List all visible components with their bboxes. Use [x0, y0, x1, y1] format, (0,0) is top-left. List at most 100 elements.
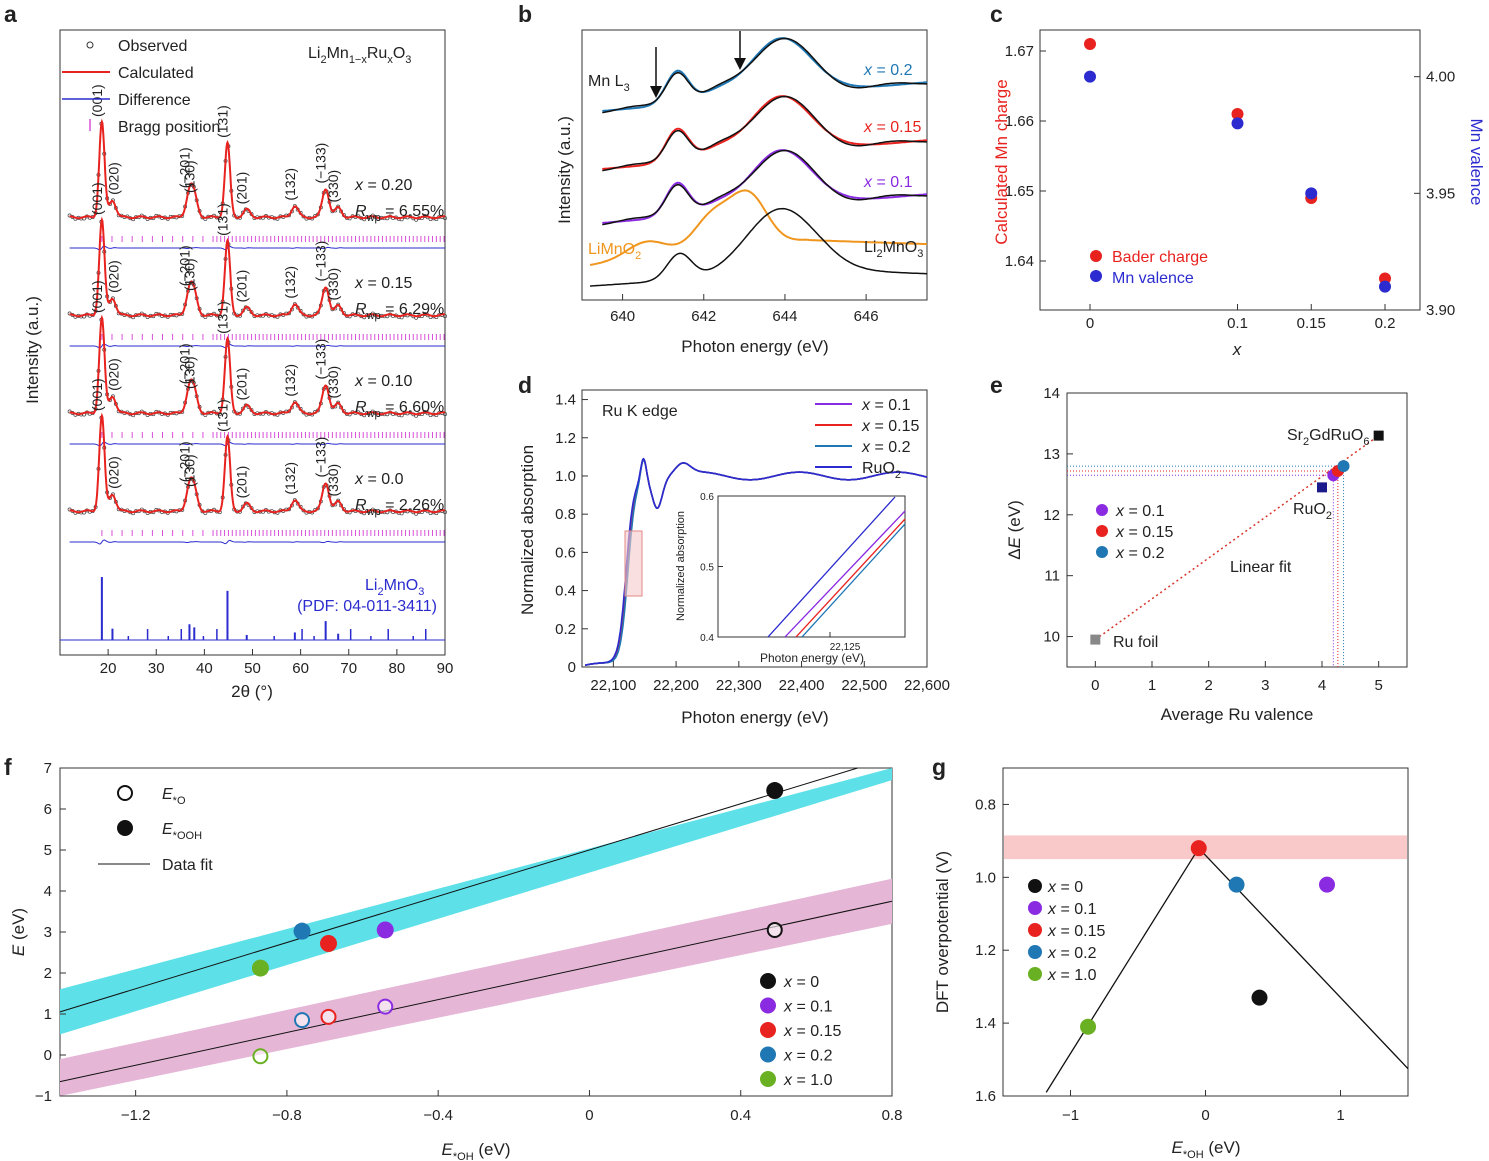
e-ytick-label: 10 [1043, 629, 1060, 646]
d-legend-label: RuO2 [862, 460, 901, 481]
c-bader-point [1231, 108, 1244, 120]
c-ytick-right-label: 4.00 [1426, 69, 1455, 86]
panel-c-xlabel: x [1232, 340, 1242, 359]
e-legend-label: x = 0.1 [1115, 503, 1165, 520]
a-hkl-label: (132) [282, 266, 298, 299]
d-inset-line [801, 523, 906, 638]
a-calculated-line [69, 314, 446, 416]
a-xtick-label: 20 [100, 660, 117, 677]
panel-label-b: b [518, 1, 532, 27]
panel-a-ref-name: Li2MnO3 [365, 577, 424, 598]
d-xtick-label: 22,300 [716, 677, 762, 694]
a-hkl-label: (−133) [313, 339, 329, 380]
a-hkl-label: (330) [325, 170, 341, 203]
a-xtick-label: 70 [340, 660, 357, 677]
panel-d-ylabel: Normalized absorption [518, 445, 537, 615]
f-legend-marker [760, 1022, 776, 1038]
a-hkl-label: (330) [325, 464, 341, 497]
a-xtick-label: 80 [389, 660, 406, 677]
a-hkl-label: (−133) [313, 241, 329, 282]
b-series-reference-line [602, 95, 927, 172]
panel-b: 640 642 644 646 Photon energy (eV) Intensit… [555, 29, 928, 356]
f-ytick-label: 4 [44, 883, 52, 900]
e-series-point [1337, 460, 1350, 473]
a-hkl-label: (130) [181, 258, 197, 291]
f-ytick-label: 3 [44, 924, 52, 941]
panel-a: (001)(020) (−201)(130)(131)(201) (132)(−13… [23, 29, 454, 701]
a-difference-line [69, 343, 445, 349]
f-eooh-point [293, 922, 311, 940]
g-legend-marker [1028, 879, 1042, 893]
a-hkl-label: (001) [89, 280, 105, 313]
panel-a-ref-pdf: (PDF: 04-011-3411) [297, 598, 437, 615]
c-ytick-left-label: 1.65 [1005, 183, 1034, 200]
c-bader-point [1084, 38, 1096, 50]
e-xtick-label: 3 [1261, 677, 1269, 694]
a-difference-line [69, 245, 445, 251]
e-legend-label: x = 0.15 [1115, 524, 1173, 541]
d-inset-line [784, 510, 906, 638]
f-legend-label: x = 0 [783, 974, 819, 991]
d-ytick-label: 1.2 [555, 430, 576, 447]
f-eooh-point [376, 921, 394, 939]
g-ytick-label: 1.6 [975, 1088, 996, 1105]
g-xtick-label: 0 [1201, 1107, 1209, 1124]
legend-datafit: Data fit [162, 857, 213, 874]
b-li2mno3-line [590, 207, 928, 287]
panel-e-ref-ruo2: RuO2 [1293, 501, 1332, 522]
f-ytick-label: 0 [44, 1047, 52, 1064]
panel-e-ref-sr2gdruo6: Sr2GdRuO6 [1287, 427, 1370, 448]
g-series-point [1251, 989, 1268, 1006]
e-xtick-label: 2 [1204, 677, 1212, 694]
g-ytick-label: 1.2 [975, 942, 996, 959]
g-series-point [1319, 876, 1335, 893]
c-ytick-left-label: 1.64 [1005, 253, 1034, 270]
c-ytick-right-label: 3.95 [1426, 185, 1455, 202]
panel-label-f: f [4, 754, 12, 780]
panel-a-ylabel: Intensity (a.u.) [23, 296, 42, 404]
d-series-line [584, 457, 928, 666]
legend-valence: Mn valence [1112, 270, 1194, 287]
panel-d-xlabel: Photon energy (eV) [681, 708, 828, 727]
f-o-band [60, 878, 892, 1096]
a-hkl-label: (−201) [176, 343, 192, 384]
a-series-label: x = 0.10 [354, 373, 412, 390]
panel-a-xlabel: 2θ (°) [231, 682, 273, 701]
e-ytick-label: 12 [1043, 507, 1060, 524]
panel-b-frame [581, 29, 928, 301]
d-inset-xtick-label: 22,125 [830, 642, 861, 653]
panel-f-ylabel: E (eV) [9, 908, 28, 956]
a-xtick-label: 50 [244, 660, 261, 677]
e-ytick-label: 14 [1043, 385, 1060, 402]
panel-a-title: Li2Mn1−xRuxO3 [308, 45, 411, 66]
f-eooh-point [320, 934, 338, 952]
d-inset-line [795, 518, 906, 638]
c-xtick-label: 0.2 [1375, 315, 1396, 332]
f-eo-point [377, 998, 394, 1015]
a-xtick-label: 90 [437, 660, 454, 677]
a-hkl-label: (020) [105, 260, 121, 293]
a-hkl-label: (132) [282, 462, 298, 495]
a-hkl-label: (020) [105, 358, 121, 391]
f-ytick-label: 7 [44, 760, 52, 777]
panel-g-xlabel: E*OH (eV) [1172, 1138, 1241, 1161]
b-xtick-label: 646 [854, 308, 879, 325]
e-ref-sr2gdruo6-marker [1373, 430, 1384, 441]
f-o-fit-line [59, 900, 893, 1083]
g-series-point [1228, 876, 1245, 893]
c-xtick-label: 0.15 [1297, 315, 1326, 332]
a-hkl-label: (201) [234, 270, 250, 303]
f-legend-label: x = 1.0 [783, 1072, 833, 1089]
a-hkl-label: (131) [214, 203, 230, 236]
a-hkl-label: (−133) [313, 437, 329, 478]
a-rwp-label: Rwp = 6.55% [355, 203, 444, 224]
e-ytick-label: 11 [1044, 568, 1060, 585]
g-xtick-label: 1 [1336, 1107, 1344, 1124]
a-hkl-label: (130) [181, 454, 197, 487]
f-legend-marker [760, 1046, 776, 1063]
e-ref-ruo2-marker [1317, 482, 1327, 493]
a-hkl-label: (130) [181, 160, 197, 193]
